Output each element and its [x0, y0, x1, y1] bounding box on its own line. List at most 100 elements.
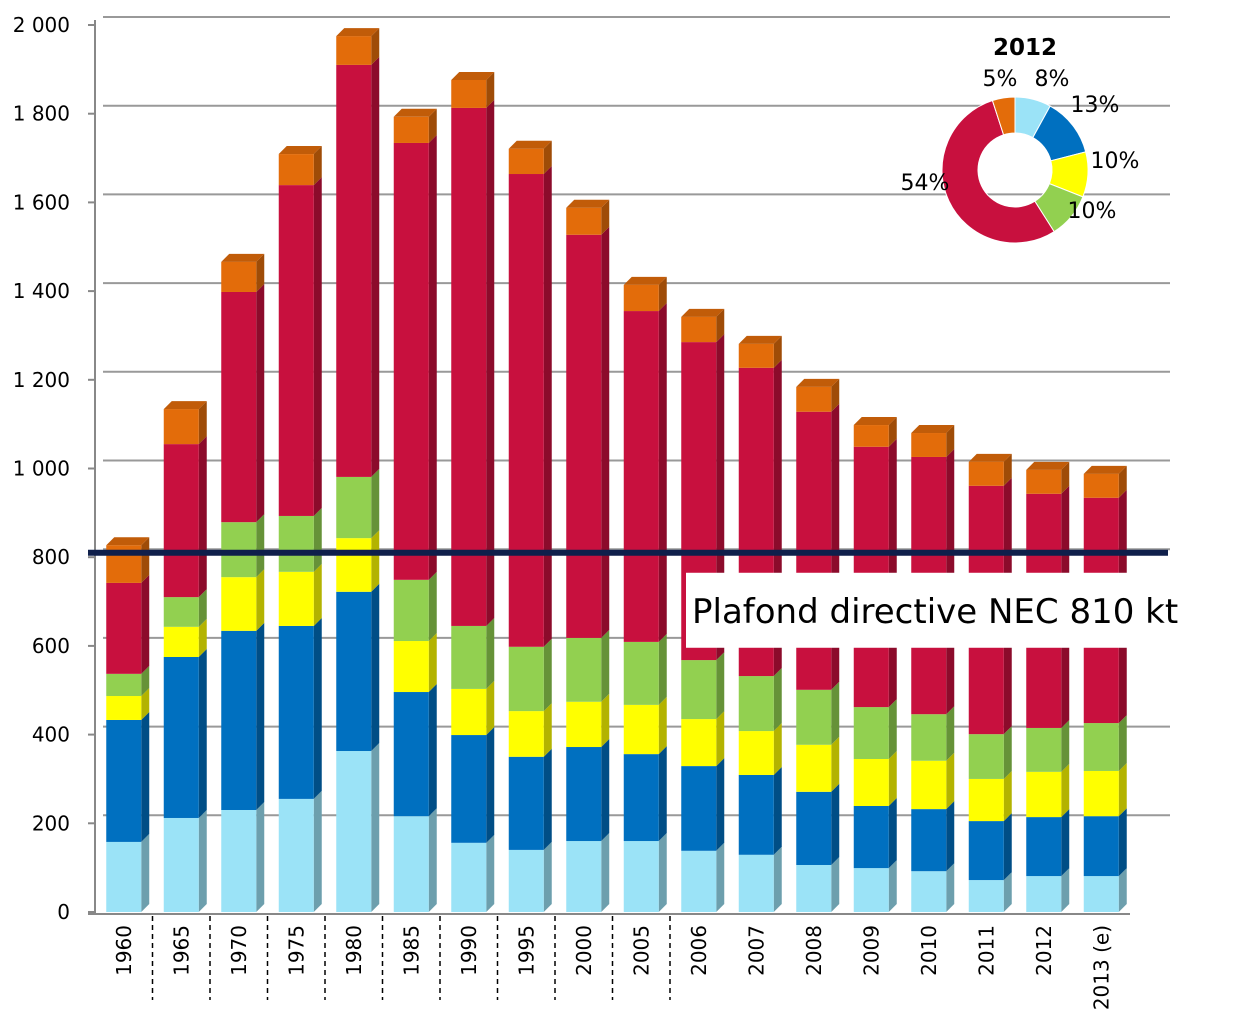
- x-tick-label: 1990: [457, 925, 481, 976]
- bar: [566, 207, 602, 235]
- bar: [738, 731, 774, 775]
- bar-side: [601, 739, 610, 842]
- bar-side: [773, 846, 782, 912]
- bar: [221, 261, 257, 292]
- bar: [163, 409, 199, 445]
- bar-side: [198, 809, 207, 912]
- bar-side: [716, 652, 725, 720]
- x-tick-label: 2005: [629, 925, 653, 976]
- bar: [796, 864, 832, 912]
- bar: [1083, 723, 1119, 771]
- bar: [106, 696, 142, 720]
- bar: [796, 744, 832, 792]
- bar-top: [451, 71, 495, 80]
- bar-side: [313, 790, 322, 912]
- bar-top: [106, 537, 150, 546]
- bar-top: [968, 453, 1012, 462]
- y-tick-label: 1 000: [13, 457, 70, 481]
- bar-side: [831, 378, 840, 412]
- bar-side: [371, 743, 380, 912]
- donut-label: 10%: [1068, 199, 1117, 224]
- x-tick-label: 1975: [284, 925, 308, 976]
- bar-top: [853, 417, 897, 426]
- bar-side: [428, 571, 437, 642]
- bar: [393, 142, 429, 580]
- bar-side: [1118, 868, 1127, 912]
- bar: [968, 461, 1004, 486]
- bar-side: [198, 436, 207, 598]
- bar-top: [336, 28, 380, 37]
- bar: [451, 688, 487, 736]
- bar-side: [371, 56, 380, 477]
- bar-side: [946, 706, 955, 761]
- donut-slice: [991, 96, 1016, 136]
- bar-side: [946, 752, 955, 810]
- bar-side: [141, 833, 150, 912]
- bar: [968, 880, 1004, 912]
- bar: [278, 154, 314, 186]
- bar: [278, 625, 314, 799]
- bar: [336, 64, 372, 477]
- bar: [681, 766, 717, 851]
- bar: [968, 734, 1004, 779]
- bar: [1026, 469, 1062, 494]
- bar-side: [371, 530, 380, 592]
- bar: [221, 291, 257, 523]
- bar: [1026, 817, 1062, 877]
- bar: [393, 692, 429, 817]
- donut-label: 5%: [983, 67, 1018, 92]
- bar: [681, 660, 717, 720]
- bar-side: [313, 617, 322, 799]
- bar: [451, 625, 487, 689]
- bar-side: [831, 681, 840, 745]
- bar-side: [371, 468, 380, 539]
- bar-side: [1061, 868, 1070, 912]
- x-tick-label: 2009: [859, 925, 883, 976]
- bar: [566, 747, 602, 842]
- x-tick-label: 2008: [802, 925, 826, 976]
- bar-side: [658, 833, 667, 912]
- bar-side: [543, 140, 552, 175]
- bar-top: [393, 108, 437, 117]
- bar: [968, 778, 1004, 822]
- x-tick-label: 2006: [687, 925, 711, 976]
- bar-side: [256, 622, 265, 810]
- bar: [508, 756, 544, 850]
- bar-side: [658, 696, 667, 755]
- x-tick-label: 2000: [572, 925, 596, 976]
- bar-side: [543, 638, 552, 712]
- bar-side: [716, 758, 725, 851]
- bar-top: [221, 253, 265, 262]
- bar: [106, 582, 142, 674]
- y-tick-label: 0: [57, 900, 70, 924]
- bar: [163, 817, 199, 912]
- bar: [508, 174, 544, 647]
- donut-title: 2012: [993, 35, 1057, 61]
- bar-side: [371, 28, 380, 65]
- bar-side: [1061, 719, 1070, 772]
- bar: [623, 641, 659, 705]
- bar: [623, 841, 659, 912]
- bar-side: [601, 629, 610, 702]
- bar-side: [198, 648, 207, 818]
- bar-side: [256, 569, 265, 631]
- bar-side: [256, 253, 265, 292]
- bar-side: [428, 108, 437, 143]
- bar: [106, 719, 142, 842]
- bar: [911, 871, 947, 912]
- bar: [278, 798, 314, 912]
- y-tick-label: 1 200: [13, 368, 70, 392]
- y-tick-label: 1 400: [13, 279, 70, 303]
- bar: [393, 641, 429, 693]
- bar: [278, 515, 314, 572]
- bar: [1083, 770, 1119, 817]
- bar-side: [1118, 762, 1127, 817]
- bar: [451, 842, 487, 912]
- bar: [163, 656, 199, 818]
- x-tick-label: 2013 (e): [1089, 925, 1113, 1010]
- bar: [1026, 876, 1062, 912]
- donut-label: 13%: [1071, 93, 1120, 118]
- bar-side: [946, 863, 955, 912]
- donut-label: 10%: [1091, 149, 1140, 174]
- bar: [106, 673, 142, 697]
